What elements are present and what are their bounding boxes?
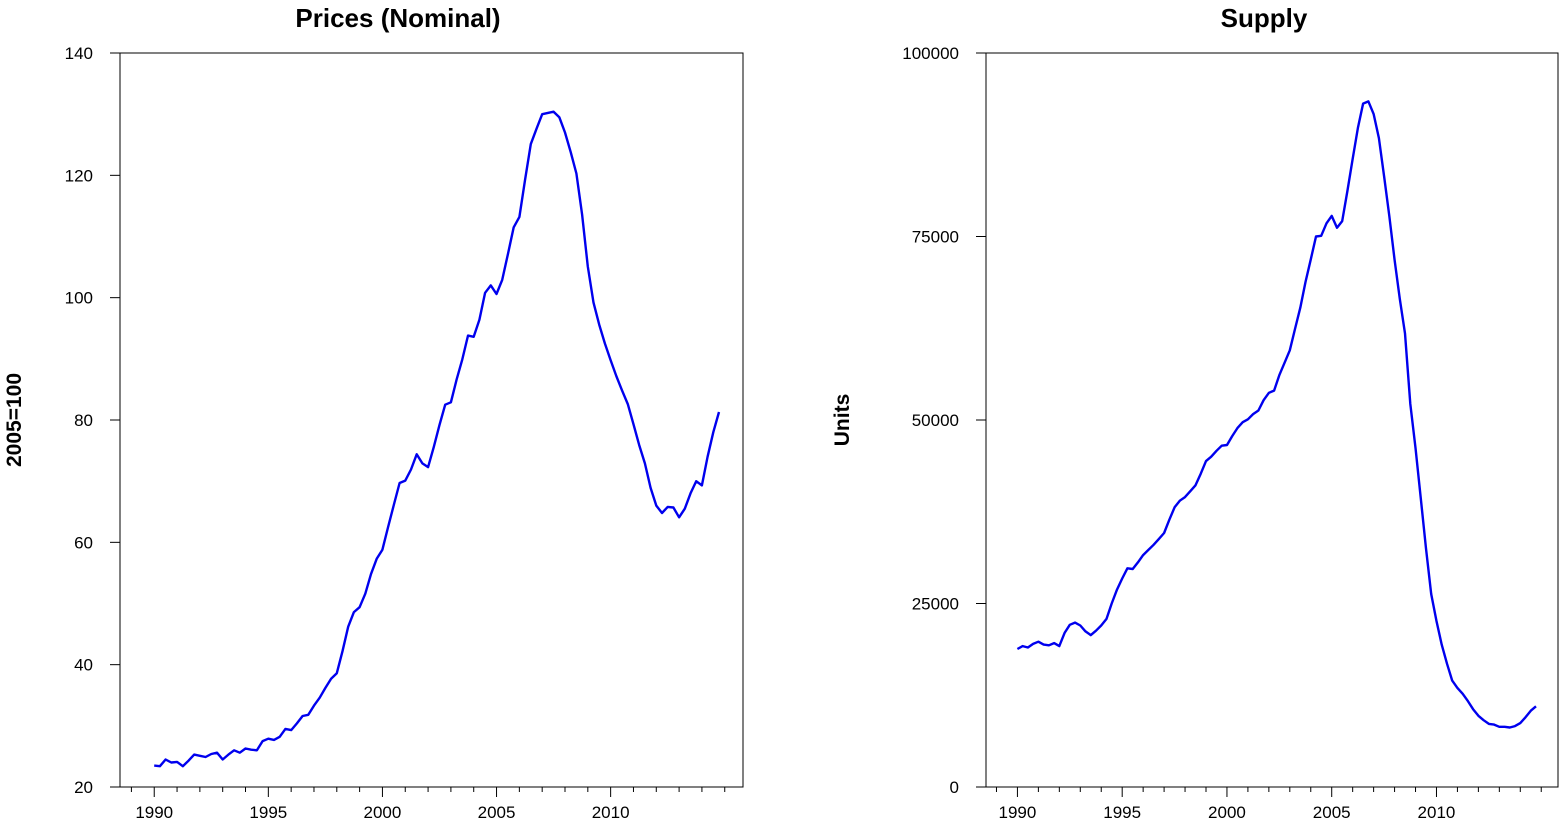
prices-x-tick-label: 2010: [592, 803, 630, 822]
supply-series-group: [1016, 100, 1537, 729]
prices-x-tick-label: 2005: [478, 803, 516, 822]
supply-x-tick-label: 1995: [1103, 803, 1141, 822]
prices-plot-frame: [119, 52, 744, 788]
prices-y-tick-label: 140: [65, 44, 93, 63]
prices-y-tick-label: 120: [65, 166, 93, 185]
prices-x-axis: 1990 1995 2000 2005 2010: [130, 787, 726, 822]
prices-x-tick-label: 1990: [135, 803, 173, 822]
supply-y-tick-label: 75000: [912, 228, 959, 247]
supply-x-tick-label: 2010: [1418, 803, 1456, 822]
prices-chart: Prices (Nominal) 2005=100 1990 1995 2000 20…: [3, 3, 744, 822]
prices-y-tick-label: 40: [74, 656, 93, 675]
supply-x-axis: 1990 1995 2000 2005 2010: [995, 787, 1542, 822]
supply-y-tick-label: 25000: [912, 595, 959, 614]
supply-y-tick-label: 50000: [912, 411, 959, 430]
prices-chart-title: Prices (Nominal): [295, 3, 500, 33]
prices-y-tick-label: 20: [74, 778, 93, 797]
supply-chart-title: Supply: [1221, 3, 1308, 33]
supply-series-line: [1016, 100, 1537, 729]
prices-series-line: [154, 110, 721, 768]
supply-y-tick-label: 100000: [902, 44, 959, 63]
prices-y-axis-label: 2005=100: [3, 373, 26, 467]
supply-y-tick-label: 0: [950, 778, 959, 797]
supply-chart: Supply Units 1990 1995 2000 2005 2010 0 25000…: [831, 3, 1559, 822]
supply-plot-frame: [985, 52, 1559, 788]
supply-y-axis: 0 25000 50000 75000 100000: [902, 44, 986, 797]
prices-x-tick-label: 2000: [364, 803, 402, 822]
prices-y-axis: 20 40 60 80 100 120 140: [65, 44, 120, 797]
prices-x-tick-label: 1995: [249, 803, 287, 822]
supply-x-tick-label: 1990: [999, 803, 1037, 822]
supply-y-axis-label: Units: [831, 394, 854, 447]
prices-series-group: [154, 110, 721, 768]
supply-x-tick-label: 2000: [1208, 803, 1246, 822]
prices-y-tick-label: 80: [74, 411, 93, 430]
prices-y-tick-label: 100: [65, 289, 93, 308]
supply-x-tick-label: 2005: [1313, 803, 1351, 822]
prices-y-tick-label: 60: [74, 533, 93, 552]
